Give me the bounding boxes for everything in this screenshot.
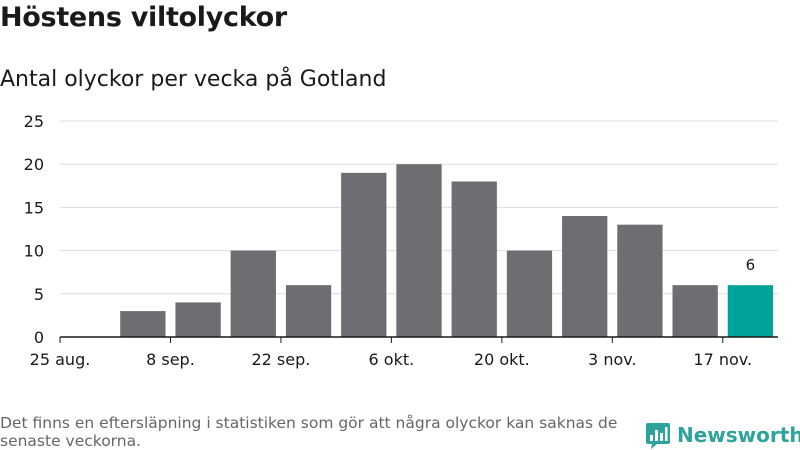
bar [617,224,663,337]
brand-name: Newsworthy [677,423,800,447]
y-axis-ticks: 0 5 10 15 20 25 [24,112,44,347]
x-tick-label: 22 sep. [251,350,310,369]
bar [562,216,608,337]
bar [120,311,166,337]
y-tick-label: 20 [24,155,44,174]
x-axis-ticks: 25 aug. 8 sep. 22 sep. 6 okt. 20 okt. 3 nov. 1… [30,337,752,369]
bar [230,250,276,337]
y-tick-label: 15 [24,198,44,217]
x-tick-label: 6 okt. [369,350,415,369]
bar [285,285,332,337]
bar [672,285,718,337]
footnote: Det finns en eftersläpning i statistiken… [0,414,618,450]
chart-subtitle: Antal olyckor per vecka på Gotland [0,67,387,92]
bars [120,164,774,337]
data-label: 6 [746,256,756,274]
y-tick-label: 0 [34,328,44,347]
bar-chart-logo-icon [646,423,670,449]
y-tick-label: 25 [24,112,44,131]
y-tick-label: 5 [34,285,44,304]
x-tick-label: 3 nov. [588,350,637,369]
bar-chart: 0 5 10 15 20 25 25 aug. 8 sep. 22 sep. 6 okt. 20 … [24,112,778,369]
chart-title: Höstens viltolyckor [0,2,287,33]
x-tick-label: 8 sep. [146,350,195,369]
bar [396,164,442,337]
x-tick-label: 25 aug. [30,350,91,369]
y-tick-label: 10 [24,242,44,261]
x-tick-label: 17 nov. [693,350,752,369]
data-labels: 6 [746,256,756,274]
brand-logo: Newsworthy [645,420,800,450]
bar [451,181,497,337]
bar [506,250,553,337]
x-tick-label: 20 okt. [474,350,530,369]
bar-highlighted [727,285,774,337]
bar [341,172,387,337]
bar [175,302,221,337]
